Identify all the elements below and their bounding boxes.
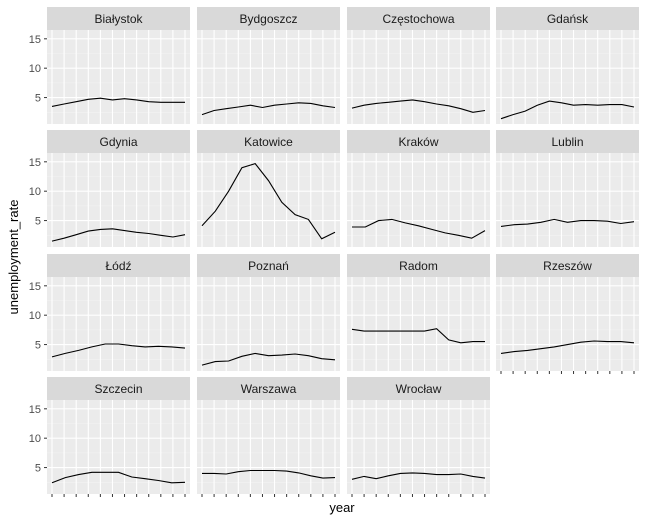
y-tick-label: 15 [29,281,41,293]
facet-gdansk: Gdańsk [496,7,639,124]
facet-radom: Radom [347,254,490,371]
facet-strip-label: Kraków [398,135,438,149]
facet-strip-label: Gdynia [99,135,137,149]
panel-background [47,153,190,247]
y-axis-row-3: 5 10 15 [29,281,47,352]
facet-strip-label: Białystok [94,12,143,26]
facet-bydgoszcz: Bydgoszcz [197,7,340,124]
y-tick-label: 5 [35,340,41,352]
panel-background [496,277,639,371]
facet-strip-label: Częstochowa [382,12,454,26]
panel-background [197,277,340,371]
x-axis-title: year [329,500,355,515]
y-tick-label: 15 [29,404,41,416]
facet-strip-label: Lublin [551,135,583,149]
y-axes-layer: 5 10 15 5 10 15 5 10 15 5 10 15 [29,34,47,475]
y-axis-title: unemployment_rate [6,200,21,315]
facet-gdynia: Gdynia [47,130,190,247]
y-tick-label: 15 [29,157,41,169]
facet-strip-label: Wrocław [396,382,442,396]
facet-lodz: Łódź [47,254,190,371]
facet-lublin: Lublin [496,130,639,247]
panel-background [347,277,490,371]
facet-katowice: Katowice [197,130,340,247]
facet-strip-label: Bydgoszcz [239,12,297,26]
facet-strip-label: Szczecin [94,382,142,396]
panel-background [347,400,490,494]
facet-strip-label: Rzeszów [543,259,592,273]
facet-strip-label: Warszawa [241,382,297,396]
y-tick-label: 5 [35,463,41,475]
facet-krakow: Kraków [347,130,490,247]
facet-rzeszow: Rzeszów [496,254,639,374]
y-tick-label: 5 [35,93,41,105]
facet-strip-label: Poznań [248,259,289,273]
panel-background [347,30,490,124]
facet-strip-label: Katowice [244,135,293,149]
facet-strip-label: Gdańsk [547,12,589,26]
panel-background [496,30,639,124]
facet-strip-label: Radom [399,259,438,273]
y-axis-row-1: 5 10 15 [29,34,47,105]
y-tick-label: 10 [29,433,41,445]
y-axis-row-4: 5 10 15 [29,404,47,475]
facet-warszawa: Warszawa [197,377,340,497]
panels-layer: Białystok Bydgoszcz Częstochowa Gdańsk Gdyni… [47,7,639,497]
panel-background [47,277,190,371]
panel-background [197,400,340,494]
y-tick-label: 10 [29,310,41,322]
y-tick-label: 5 [35,216,41,228]
y-tick-label: 10 [29,186,41,198]
facet-czestochowa: Częstochowa [347,7,490,124]
facet-bialystok: Białystok [47,7,190,124]
panel-background [47,400,190,494]
facet-strip-label: Łódź [105,259,131,273]
panel-background [347,153,490,247]
panel-background [47,30,190,124]
facet-poznan: Poznań [197,254,340,371]
facet-szczecin: Szczecin [47,377,190,497]
y-axis-row-2: 5 10 15 [29,157,47,228]
y-tick-label: 15 [29,34,41,46]
panel-background [496,153,639,247]
y-tick-label: 10 [29,63,41,75]
facet-wroclaw: Wrocław [347,377,490,497]
panel-background [197,153,340,247]
